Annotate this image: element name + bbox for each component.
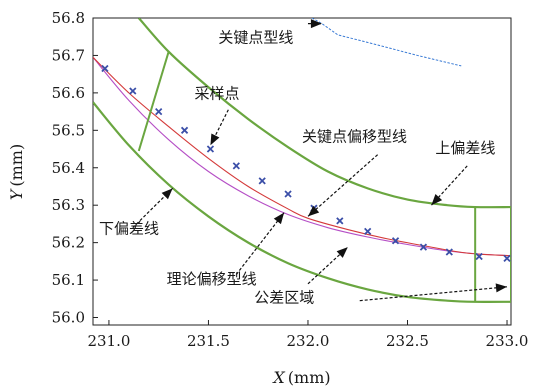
- x-tick-label: 232.0: [286, 332, 329, 350]
- annotation-arrow-shaft: [307, 154, 379, 217]
- sample-point: [129, 87, 137, 95]
- y-tick-label: 56.1: [52, 271, 85, 289]
- annotation-label: 关键点偏移型线: [302, 128, 407, 146]
- annotation-label: 理论偏移型线: [167, 270, 257, 288]
- sample-point: [391, 237, 400, 245]
- x-tick-label: 231.5: [187, 332, 230, 350]
- annotation-arrow-head: [307, 205, 320, 217]
- sample-point: [475, 252, 483, 261]
- sample-point-stroke: [364, 227, 372, 236]
- y-tick-label: 56.2: [52, 234, 85, 252]
- y-tick-label: 56.8: [52, 9, 85, 27]
- sample-point-stroke: [258, 177, 266, 185]
- y-tick-label: 56.5: [52, 121, 85, 139]
- upper-deviation-line: [137, 18, 511, 209]
- lower-deviation-line: [93, 101, 511, 303]
- y-axis-label-var: Y: [7, 188, 26, 200]
- sample-point-stroke: [180, 126, 189, 134]
- sample-point-stroke: [419, 243, 428, 251]
- sample-point: [180, 126, 189, 134]
- sample-point: [419, 243, 428, 251]
- y-tick-label: 56.4: [52, 159, 85, 177]
- y-tick-label: 56.6: [52, 84, 85, 102]
- sample-point: [206, 145, 215, 153]
- y-axis-label: Y(mm): [7, 144, 26, 200]
- sample-point-stroke: [503, 254, 511, 262]
- annotation-arrow-head: [161, 188, 173, 200]
- sample-point: [336, 217, 344, 225]
- plot-frame: [92, 17, 512, 326]
- sample-point: [503, 254, 511, 262]
- annotation-label: 公差区域: [254, 289, 314, 307]
- annotation-arrow-head: [431, 194, 443, 206]
- x-tick-label: 232.5: [386, 332, 429, 350]
- x-axis-label: X (mm): [271, 368, 330, 387]
- sample-point-stroke: [284, 190, 292, 198]
- tolerance-connector-0: [137, 51, 170, 152]
- sample-point-stroke: [391, 237, 400, 245]
- sample-point-stroke: [445, 248, 453, 256]
- y-tick-label: 56.7: [52, 46, 85, 64]
- sample-point: [258, 177, 266, 185]
- annotation-label: 采样点: [195, 84, 240, 102]
- keypoint-profile-line: [311, 18, 462, 67]
- sample-point-stroke: [101, 64, 109, 73]
- annotation-arrow-shaft: [430, 165, 468, 206]
- sample-point-stroke: [206, 145, 215, 153]
- sample-point-stroke: [336, 217, 344, 225]
- x-axis-label-unit: (mm): [288, 368, 331, 387]
- annotation-arrow-head: [210, 133, 220, 146]
- annotation-label: 上偏差线: [435, 139, 495, 157]
- y-axis-label-unit: (mm): [7, 144, 26, 187]
- annotation-arrow-head: [495, 283, 508, 293]
- sample-point: [232, 162, 240, 170]
- sample-point: [284, 190, 292, 198]
- annotation-label: 关键点型线: [218, 28, 293, 46]
- sample-point: [155, 107, 163, 116]
- annotation-arrow-head: [310, 19, 322, 29]
- sample-point-stroke: [155, 107, 163, 116]
- annotation-arrow-shaft: [209, 109, 229, 146]
- keypoint-offset-line: [93, 56, 511, 257]
- x-tick-label: 231.0: [87, 332, 130, 350]
- sample-point: [101, 64, 109, 73]
- annotation-arrow-head: [336, 247, 348, 258]
- sample-point: [445, 248, 453, 256]
- sample-point-stroke: [232, 162, 240, 170]
- y-tick-label: 56.3: [52, 196, 85, 214]
- sample-point-stroke: [475, 252, 483, 261]
- annotation-label: 下偏差线: [99, 219, 159, 237]
- annotation-arrow-shaft: [235, 212, 285, 275]
- sample-point: [364, 227, 372, 236]
- annotation-arrow-head: [273, 212, 285, 225]
- x-tick-label: 233.0: [486, 332, 529, 350]
- x-axis-label-var: X: [271, 368, 285, 387]
- sample-point-stroke: [129, 87, 137, 95]
- y-tick-label: 56.0: [52, 309, 85, 327]
